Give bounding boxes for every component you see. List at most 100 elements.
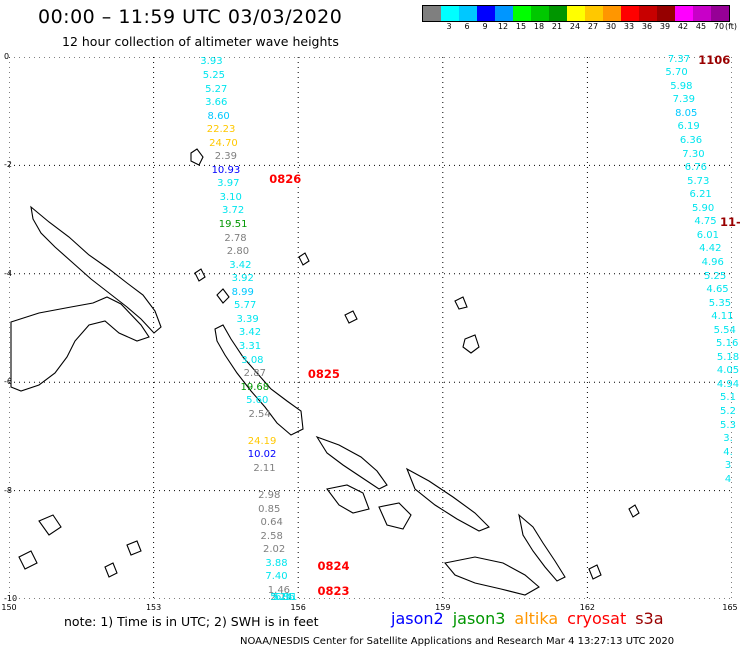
wave-height-value: 3.31: [238, 340, 262, 352]
wave-height-value: 10.93: [211, 164, 241, 176]
color-scale-swatch: [639, 6, 657, 21]
wave-height-value: 6.76: [684, 162, 707, 174]
pass-time-label: 1106: [698, 52, 731, 67]
wave-height-value: 4.65: [706, 284, 729, 296]
pass-time-label: 0825: [307, 367, 340, 382]
wave-height-value: 5.77: [234, 300, 257, 312]
latitude-tick-label: -2: [4, 160, 12, 170]
color-scale-swatch: [621, 6, 639, 21]
wave-height-value: 6.36: [679, 135, 703, 146]
island-coastline: [38, 514, 62, 536]
longitude-tick-label: 153: [145, 603, 162, 612]
color-scale-swatch: [549, 6, 567, 21]
wave-height-value: 6.21: [689, 189, 712, 201]
color-scale-tick-label: 6: [464, 22, 470, 31]
wave-height-value: 4.42: [699, 243, 722, 255]
island-coastline: [214, 324, 304, 436]
color-scale-tick-label: 45: [695, 22, 707, 31]
island-coastline: [628, 504, 640, 518]
wave-height-value: 5.25: [202, 69, 225, 81]
island-coastline: [30, 205, 162, 334]
color-scale-swatch: [531, 6, 549, 21]
wave-height-value: 6.19: [677, 121, 700, 133]
wave-height-value: 4.: [723, 446, 733, 458]
map-panel[interactable]: [9, 57, 732, 599]
wave-height-value: 2.39: [214, 151, 238, 163]
island-coastline: [378, 502, 412, 530]
latitude-tick-label: -4: [4, 268, 12, 278]
island-coastline: [126, 540, 142, 556]
island-coastline: [462, 334, 480, 354]
color-scale-swatch: [495, 6, 513, 21]
wave-height-value: 2.80: [226, 246, 250, 258]
wave-height-value: 3.97: [217, 178, 240, 190]
color-scale-swatch: [423, 6, 441, 21]
pass-time-label: 0823: [317, 583, 350, 598]
wave-height-value: 1.46: [267, 584, 291, 596]
wave-height-value: 5.2: [720, 406, 736, 417]
wave-height-value: 4: [724, 473, 732, 485]
color-scale-tick-label: 24: [569, 22, 581, 31]
color-scale-swatch: [567, 6, 585, 21]
wave-height-value: 2.14: [270, 592, 293, 603]
wave-height-value: 7.30: [682, 148, 705, 160]
color-scale-swatch: [459, 6, 477, 21]
satellite-legend: jason2 jason3 altika cryosat s3a: [391, 609, 673, 628]
wave-height-value: 3.42: [229, 259, 252, 271]
color-scale-swatch: [441, 6, 459, 21]
pass-time-label: 0824: [317, 559, 350, 574]
wave-height-value: 5.25: [703, 270, 727, 282]
wave-height-value: 24.70: [209, 137, 238, 149]
wave-height-value: 19.51: [218, 219, 248, 231]
island-coastline: [10, 296, 150, 392]
wave-height-value: 3.10: [219, 191, 242, 203]
wave-height-value: 5.90: [691, 202, 715, 214]
color-scale-tick-label: 3: [446, 22, 452, 31]
color-scale-tick-label: 21: [551, 22, 563, 31]
wave-height-value: 5.1: [720, 392, 736, 404]
color-scale-swatch: [585, 6, 603, 21]
wave-height-value: 5.70: [665, 67, 688, 79]
island-coastline: [344, 310, 358, 324]
wave-height-value: 5.27: [205, 83, 228, 95]
wave-height-value: 0.85: [258, 503, 281, 515]
wave-height-value: 5.54: [713, 324, 736, 336]
color-scale-tick-label: 39: [659, 22, 671, 31]
wave-height-value: 4.75: [694, 216, 717, 228]
latitude-tick-label: -10: [4, 594, 18, 603]
wave-height-value: 5.35: [708, 297, 732, 309]
wave-height-value: 4.96: [701, 256, 724, 268]
map-title: 00:00 – 11:59 UTC 03/03/2020: [38, 6, 343, 28]
color-scale-swatch: [603, 6, 621, 21]
wave-height-value: 3.42: [238, 327, 262, 339]
color-scale-tick-label: 18: [533, 22, 545, 31]
island-coastline: [326, 484, 370, 514]
island-coastline: [216, 288, 230, 304]
wave-height-value: 2.11: [253, 462, 276, 474]
color-scale-swatch: [657, 6, 675, 21]
longitude-tick-label: 150: [1, 603, 17, 612]
wave-height-value: 2.58: [260, 530, 283, 542]
wave-height-value: 5.3: [720, 419, 736, 431]
color-scale-swatch: [675, 6, 693, 21]
pass-time-label: 0826: [269, 171, 302, 186]
color-scale-swatch: [513, 6, 531, 21]
wave-height-value: 2.87: [243, 368, 266, 380]
wave-height-value: 0.64: [260, 517, 283, 529]
color-scale-tick-label: 70: [713, 22, 725, 31]
color-scale-tick-label: 42: [677, 22, 689, 31]
wave-height-value: 24.19: [247, 435, 277, 447]
wave-height-color-scale: [422, 5, 730, 22]
wave-height-value: 6.01: [696, 229, 720, 241]
island-coastline: [104, 562, 118, 578]
island-coastline: [518, 513, 566, 582]
wave-height-value: 19.68: [240, 381, 270, 393]
wave-height-value: 4.94: [716, 378, 740, 390]
wave-height-value: 5.24: [270, 592, 293, 603]
island-coastline: [190, 148, 204, 166]
wave-height-value: 4.11: [711, 311, 734, 323]
wave-height-value: 5.60: [246, 395, 269, 407]
color-scale-swatch: [711, 6, 729, 21]
wave-height-value: 10.02: [247, 449, 277, 461]
legend-item-cryosat: cryosat: [567, 609, 627, 628]
